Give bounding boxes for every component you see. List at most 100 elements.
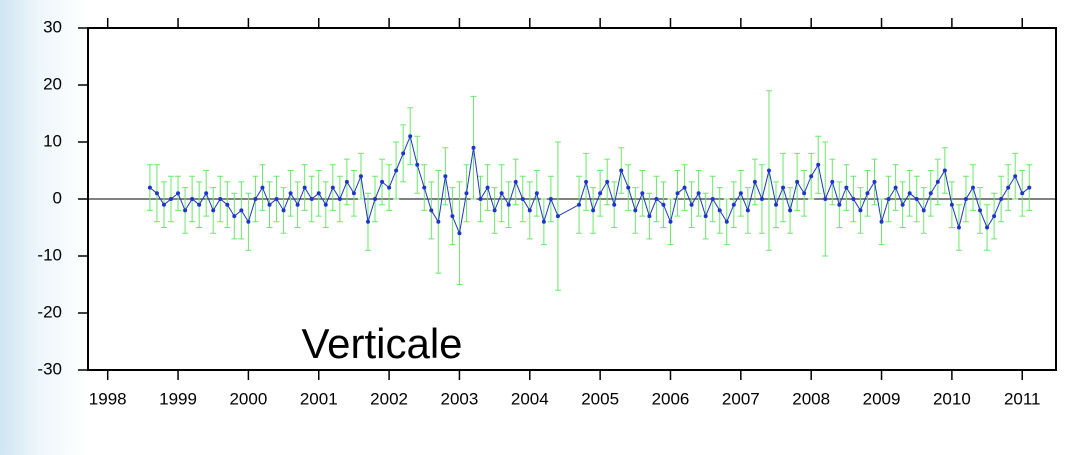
x-tick-label: 2008	[792, 389, 830, 408]
point	[330, 185, 335, 190]
point	[985, 225, 990, 230]
x-tick-label: 1998	[89, 389, 127, 408]
x-tick-label: 2005	[581, 389, 619, 408]
point	[316, 191, 321, 196]
x-tick-label: 2004	[511, 389, 549, 408]
point	[823, 197, 828, 201]
point	[914, 197, 919, 201]
x-tick-label: 2000	[229, 389, 267, 408]
x-tick-label: 2006	[652, 389, 690, 408]
point	[795, 179, 800, 184]
point	[584, 179, 589, 184]
x-tick-label: 2009	[863, 389, 901, 408]
point	[978, 208, 983, 213]
point	[534, 191, 539, 196]
point	[408, 134, 413, 139]
point	[921, 208, 926, 213]
y-tick-label: -30	[37, 359, 62, 378]
point	[380, 179, 385, 184]
series-line	[149, 134, 1030, 235]
point	[365, 219, 370, 224]
point	[872, 179, 877, 184]
point	[970, 185, 975, 190]
point	[858, 208, 863, 213]
point	[295, 202, 300, 207]
point	[555, 214, 560, 219]
point	[464, 191, 469, 196]
point	[323, 202, 328, 207]
point	[548, 197, 553, 201]
point	[830, 179, 835, 184]
point	[731, 202, 736, 207]
point	[337, 197, 342, 201]
point	[422, 185, 427, 190]
point	[781, 185, 786, 190]
point	[942, 168, 947, 173]
point	[802, 191, 807, 196]
point	[647, 214, 652, 219]
y-tick-label: 0	[53, 188, 62, 207]
point	[197, 202, 202, 207]
point	[450, 214, 455, 219]
point	[992, 214, 997, 219]
point	[373, 197, 378, 201]
point	[900, 202, 905, 207]
point	[394, 168, 399, 173]
point	[161, 202, 166, 207]
point	[344, 179, 349, 184]
point	[527, 208, 532, 213]
point	[865, 191, 870, 196]
point	[816, 162, 821, 167]
point	[288, 191, 293, 196]
point	[851, 197, 856, 201]
point	[513, 179, 518, 184]
y-tick-label: 10	[43, 131, 62, 150]
point	[239, 208, 244, 213]
point	[577, 202, 582, 207]
point	[1020, 191, 1025, 196]
x-tick-label: 2007	[722, 389, 760, 408]
point	[893, 185, 898, 190]
x-tick-label: 2010	[933, 389, 971, 408]
y-tick-label: -10	[37, 245, 62, 264]
point	[928, 191, 933, 196]
point	[619, 168, 624, 173]
point	[499, 191, 504, 196]
point	[429, 208, 434, 213]
point	[879, 219, 884, 224]
point	[999, 197, 1004, 201]
point	[211, 208, 216, 213]
point	[696, 191, 701, 196]
point	[710, 197, 715, 201]
point	[612, 202, 617, 207]
point	[745, 208, 750, 213]
point	[640, 191, 645, 196]
point	[752, 179, 757, 184]
point	[232, 214, 237, 219]
point	[183, 208, 188, 213]
point	[1027, 185, 1032, 190]
point	[246, 219, 251, 224]
point	[471, 145, 476, 150]
point	[907, 191, 912, 196]
point	[738, 191, 743, 196]
point	[886, 197, 891, 201]
point	[935, 179, 940, 184]
point	[176, 191, 181, 196]
point	[520, 197, 525, 201]
point	[457, 231, 462, 236]
point	[661, 202, 666, 207]
point	[204, 191, 209, 196]
annotation: Verticale	[301, 320, 462, 367]
point	[724, 219, 729, 224]
point	[844, 185, 849, 190]
point	[703, 214, 708, 219]
point	[1013, 174, 1018, 179]
x-tick-label: 1999	[159, 389, 197, 408]
point	[492, 208, 497, 213]
point	[766, 168, 771, 173]
point	[591, 208, 596, 213]
x-tick-label: 2003	[441, 389, 479, 408]
